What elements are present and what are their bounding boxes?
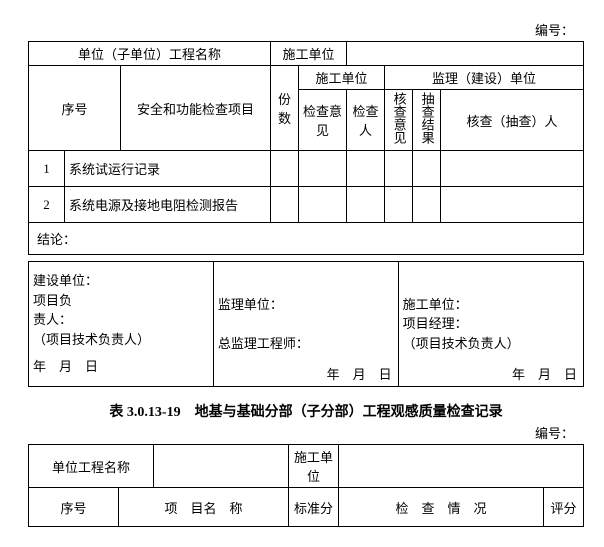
hdr-unit-project: 单位（子单位）工程名称	[29, 42, 271, 66]
table-title: 表 3.0.13-19 地基与基础分部（子分部）工程观感质量检查记录	[28, 401, 584, 421]
t2-hdr-construction: 施工单位	[289, 445, 339, 488]
signature-table: 建设单位： 项目负责人： （项目技术负责人） 年 月 日 监理单位： 总监理工程…	[28, 261, 584, 387]
t2-col-score: 标准分	[289, 488, 339, 527]
row-no: 1	[29, 151, 65, 187]
row-no: 2	[29, 187, 65, 223]
row-item: 系统试运行记录	[65, 151, 271, 187]
group-supervision: 监理（建设）单位	[385, 66, 584, 90]
t2-hdr-project: 单位工程名称	[29, 445, 154, 488]
table-row: 2 系统电源及接地电阻检测报告	[29, 187, 584, 223]
t2-construction-value	[339, 445, 584, 488]
conclusion: 结论：	[29, 223, 584, 255]
t2-col-rating: 评分	[544, 488, 584, 527]
hdr-construction-unit: 施工单位	[271, 42, 347, 66]
construction-unit-value	[347, 42, 584, 66]
col-sample-result: 抽查结果	[413, 90, 441, 151]
col-copies: 份数	[271, 66, 299, 151]
sig-construction: 施工单位： 项目经理： （项目技术负责人） 年 月 日	[398, 262, 583, 387]
t2-col-item: 项 目名 称	[119, 488, 289, 527]
inspection-table: 单位（子单位）工程名称 施工单位 序号 安全和功能检查项目 份数 施工单位 监理…	[28, 41, 584, 255]
table-row: 1 系统试运行记录	[29, 151, 584, 187]
col-checker: 检查人	[347, 90, 385, 151]
group-construction: 施工单位	[299, 66, 385, 90]
row-item: 系统电源及接地电阻检测报告	[65, 187, 271, 223]
col-check-opinion: 检查意见	[299, 90, 347, 151]
t2-project-value	[154, 445, 289, 488]
t2-col-seq: 序号	[29, 488, 119, 527]
col-verify-opinion: 核查意见	[385, 90, 413, 151]
serial-number-label-2: 编号：	[28, 423, 584, 442]
t2-col-status: 检 查 情 况	[339, 488, 544, 527]
col-verifier: 核查（抽查）人	[441, 90, 584, 151]
col-seq: 序号	[29, 66, 121, 151]
sig-supervision: 监理单位： 总监理工程师： 年 月 日	[213, 262, 398, 387]
col-item: 安全和功能检查项目	[121, 66, 271, 151]
appearance-table: 单位工程名称 施工单位 序号 项 目名 称 标准分 检 查 情 况 评分	[28, 444, 584, 527]
sig-build: 建设单位： 项目负责人： （项目技术负责人） 年 月 日	[29, 262, 214, 387]
serial-number-label-1: 编号：	[28, 20, 584, 39]
